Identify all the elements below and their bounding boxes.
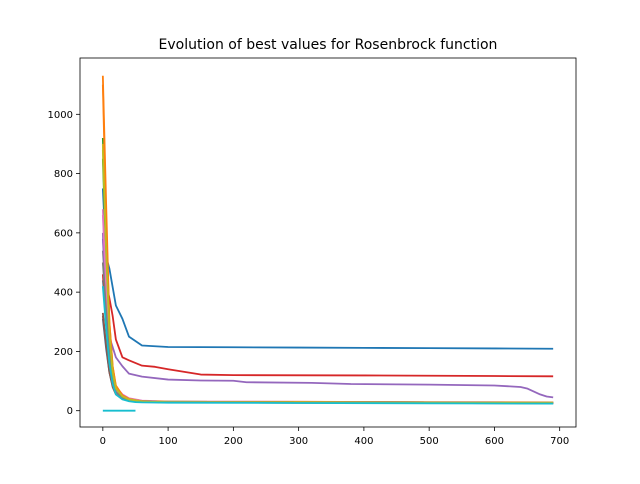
y-tick-label: 1000: [48, 110, 73, 121]
x-tick-label: 500: [420, 436, 439, 447]
x-tick-label: 100: [159, 436, 178, 447]
series-line-4: [101, 262, 554, 378]
series-lines: [101, 75, 554, 412]
series-line-1: [101, 188, 554, 350]
y-axis-ticks: 0 200 400 600 800 1000: [48, 110, 80, 417]
series-line-20: [101, 286, 554, 405]
plot-frame: [79, 57, 577, 428]
series-line-5: [101, 232, 554, 399]
x-tick-label: 200: [224, 436, 243, 447]
x-tick-label: 300: [289, 436, 308, 447]
chart-title: Evolution of best values for Rosenbrock …: [159, 37, 498, 53]
x-tick-label: 400: [354, 436, 373, 447]
x-tick-label: 600: [485, 436, 504, 447]
x-axis-ticks: 0 100 200 300 400 500 600 700: [100, 427, 569, 447]
x-tick-label: 700: [550, 436, 569, 447]
y-tick-label: 600: [54, 228, 73, 239]
y-tick-label: 800: [54, 169, 73, 180]
y-tick-label: 200: [54, 347, 73, 358]
y-tick-label: 400: [54, 288, 73, 299]
y-tick-label: 0: [67, 406, 73, 417]
x-tick-label: 0: [100, 436, 106, 447]
